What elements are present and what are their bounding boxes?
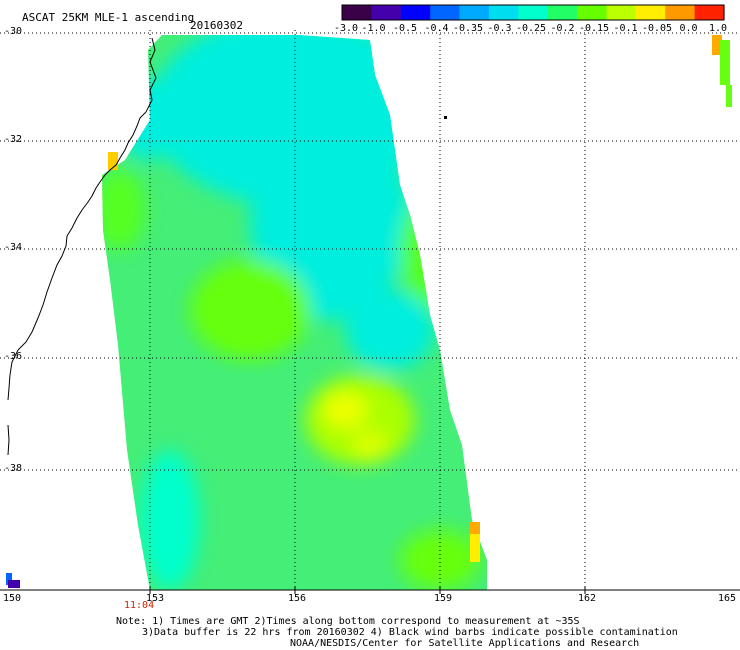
colorbar-tick-label: -0.1 — [613, 23, 638, 34]
date-title: 20160302 — [190, 19, 243, 32]
edge-fragment-blue — [6, 573, 12, 585]
lon-label: 159 — [433, 593, 453, 604]
colorbar-swatch — [635, 5, 666, 20]
colorbar-swatch — [400, 5, 431, 20]
edge-fragment-purple — [8, 580, 20, 588]
strong-value-patch — [470, 522, 480, 562]
colorbar-swatch — [665, 5, 696, 20]
lon-label: 165 — [717, 593, 737, 604]
colorbar-swatch — [547, 5, 578, 20]
lon-label: 153 — [145, 593, 165, 604]
lon-label: 162 — [577, 593, 597, 604]
colorbar-frame — [341, 4, 725, 21]
product-title: ASCAT 25KM MLE-1 ascending — [22, 11, 195, 24]
edge-fragment-tail — [726, 85, 732, 107]
colorbar-swatch — [459, 5, 490, 20]
colorbar-swatch — [371, 5, 402, 20]
colorbar-tick-label: 0.0 — [679, 23, 698, 34]
lat-label: -38 — [4, 463, 23, 474]
coastline-south — [7, 424, 10, 456]
edge-fragment — [720, 40, 730, 85]
colorbar — [341, 4, 725, 21]
note-line-3: NOAA/NESDIS/Center for Satellite Applica… — [290, 638, 640, 649]
pass-time: 11:04 — [124, 600, 155, 611]
colorbar-swatch — [577, 5, 608, 20]
colorbar-tick-label: -0.05 — [641, 23, 673, 34]
colorbar-tick-label: -0.25 — [515, 23, 547, 34]
strong-value-patch-top — [470, 522, 480, 534]
coastal-high-patch — [108, 152, 118, 170]
colorbar-tick-label: -0.35 — [452, 23, 484, 34]
colorbar-swatch — [342, 5, 372, 20]
colorbar-tick-label: -3.0 — [333, 23, 359, 34]
island — [444, 116, 447, 119]
colorbar-tick-label: -0.2 — [550, 23, 575, 34]
lat-label: -32 — [4, 134, 23, 145]
colorbar-tick-label: -1.0 — [361, 23, 386, 34]
lat-label: -34 — [4, 242, 23, 253]
edge-fragment-top — [712, 35, 722, 55]
lat-label: -30 — [4, 26, 23, 37]
note-line-2: 3)Data buffer is 22 hrs from 20160302 4)… — [142, 627, 678, 638]
colorbar-tick-label: -0.15 — [578, 23, 610, 34]
colorbar-swatch — [430, 5, 461, 20]
colorbar-tick-label: 1.0 — [708, 23, 728, 34]
colorbar-swatch — [694, 5, 725, 20]
colorbar-tick-label: -0.5 — [392, 23, 418, 34]
graticule — [0, 30, 740, 590]
colorbar-tick-label: -0.4 — [424, 23, 449, 34]
coastline — [7, 37, 157, 401]
colorbar-swatch — [488, 5, 519, 20]
colorbar-tick-label: -0.3 — [487, 23, 512, 34]
lon-ticks — [149, 586, 586, 594]
colorbar-swatch — [606, 5, 637, 20]
note-line-1: Note: 1) Times are GMT 2)Times along bot… — [116, 616, 580, 627]
colorbar-swatch — [518, 5, 549, 20]
lon-label: 156 — [287, 593, 307, 604]
lat-label: -36 — [4, 351, 23, 362]
lon-label: 150 — [2, 593, 22, 604]
